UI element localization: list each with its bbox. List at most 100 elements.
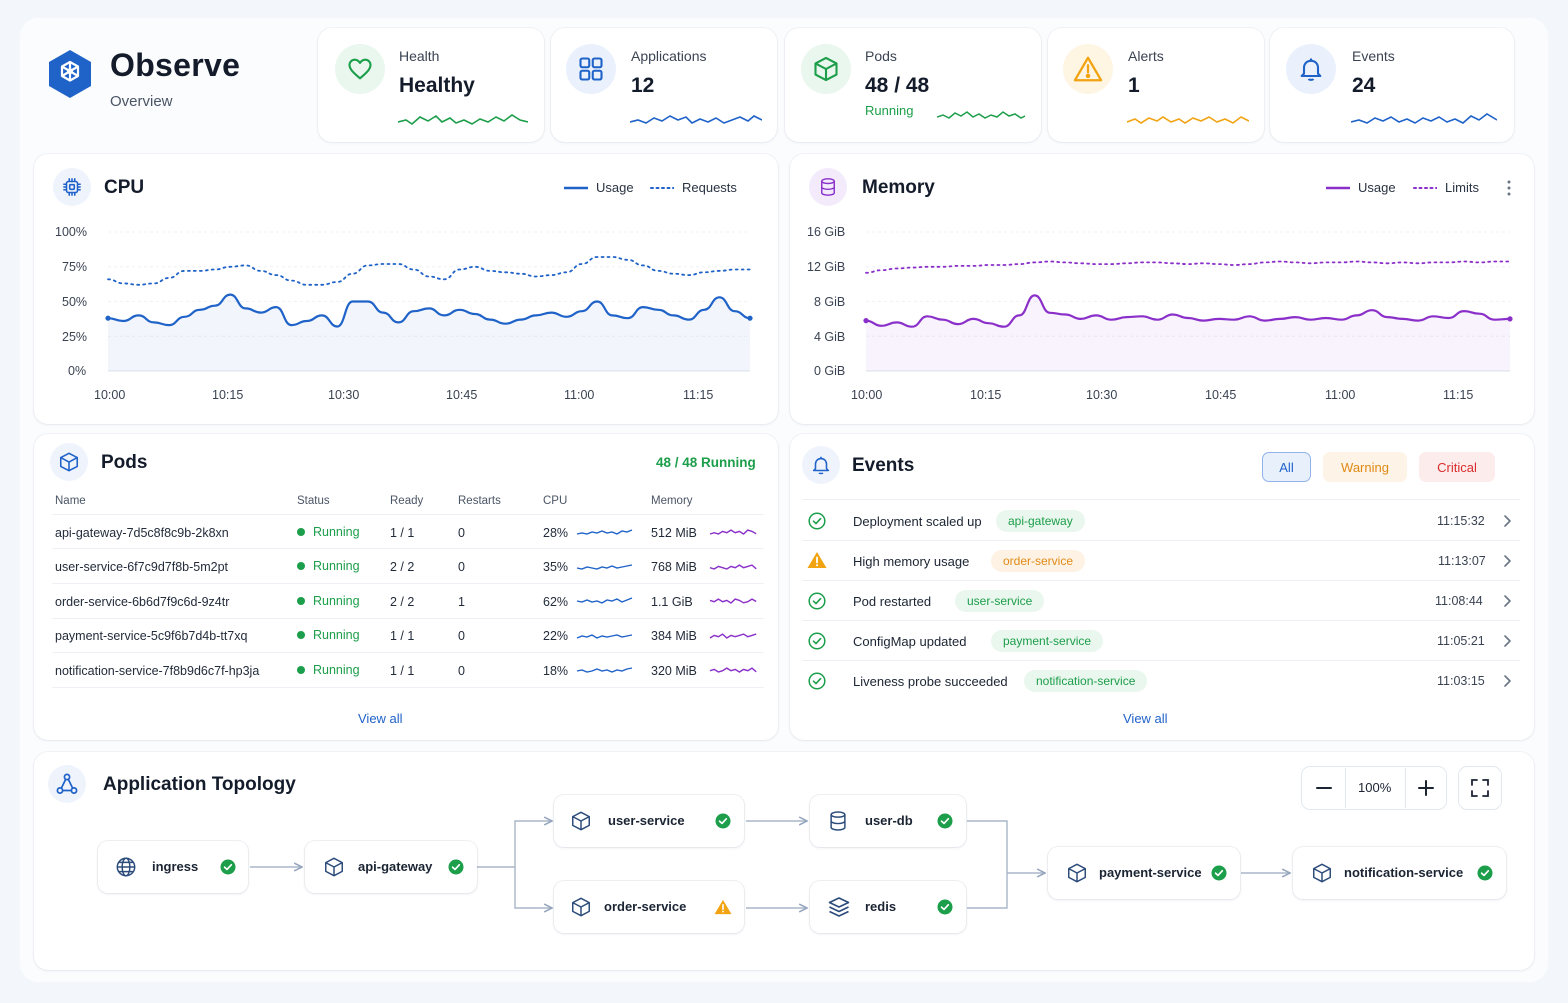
filter-all-button[interactable]: All bbox=[1262, 452, 1311, 482]
warning-icon bbox=[807, 552, 827, 568]
topology-node-user-db[interactable]: user-db bbox=[810, 795, 966, 847]
pod-status: Running bbox=[297, 525, 360, 539]
pod-name[interactable]: order-service-6b6d7f9c6d-9z4tr bbox=[55, 595, 230, 609]
alerts-sparkline bbox=[1127, 116, 1249, 124]
topology-title: Application Topology bbox=[103, 774, 296, 795]
applications-sparkline bbox=[630, 115, 762, 124]
topology-node-ingress[interactable]: ingress bbox=[98, 841, 248, 893]
check-circle-icon bbox=[808, 632, 826, 650]
memory-legend-limits[interactable]: Limits bbox=[1413, 180, 1479, 195]
pod-status: Running bbox=[297, 594, 360, 608]
event-tag[interactable]: order-service bbox=[991, 550, 1086, 572]
topology-node-order-service[interactable]: order-service bbox=[554, 881, 744, 933]
pod-name[interactable]: notification-service-7f8b9d6c7f-hp3ja bbox=[55, 664, 260, 678]
column-header-restarts[interactable]: Restarts bbox=[458, 495, 501, 507]
memory-panel bbox=[790, 154, 1534, 424]
cpu-x-tick: 10:00 bbox=[94, 388, 126, 402]
filter-warning-button[interactable]: Warning bbox=[1323, 452, 1407, 482]
cpu-legend-requests[interactable]: Requests bbox=[650, 180, 737, 195]
cube-icon bbox=[1068, 863, 1086, 883]
stat-value-pods: 48 / 48 bbox=[865, 74, 930, 97]
memory-legend-usage[interactable]: Usage bbox=[1326, 180, 1396, 195]
pod-memory: 512 MiB bbox=[651, 526, 697, 540]
events-panel bbox=[790, 434, 1534, 740]
cpu-line-chart[interactable] bbox=[0, 0, 780, 420]
stat-value-applications: 12 bbox=[631, 74, 655, 97]
pod-cpu: 62% bbox=[543, 595, 569, 609]
zoom-in-button[interactable] bbox=[1406, 768, 1446, 808]
database-icon bbox=[830, 811, 846, 831]
topology-node-notification-service[interactable]: notification-service bbox=[1293, 847, 1506, 899]
memory-line-chart[interactable] bbox=[780, 0, 1540, 420]
memory-y-tick: 16 GiB bbox=[807, 225, 846, 239]
events-view-all-link[interactable]: View all bbox=[1123, 711, 1168, 726]
pod-cpu-sparkline bbox=[576, 597, 633, 604]
events-sparkline bbox=[1351, 113, 1497, 124]
chevron-right-icon[interactable] bbox=[1502, 554, 1512, 568]
cpu-y-tick: 25% bbox=[62, 330, 88, 344]
pod-ready: 2 / 2 bbox=[390, 595, 415, 609]
node-label: redis bbox=[865, 899, 897, 914]
column-header-name[interactable]: Name bbox=[55, 495, 86, 507]
check-circle-icon bbox=[808, 592, 826, 610]
chevron-right-icon[interactable] bbox=[1502, 514, 1512, 528]
cpu-legend-usage[interactable]: Usage bbox=[564, 180, 634, 195]
pod-status-text: Running bbox=[313, 559, 360, 573]
cube-icon bbox=[572, 811, 590, 831]
table-divider bbox=[52, 687, 764, 688]
cube-icon bbox=[325, 857, 343, 877]
zoom-out-button[interactable] bbox=[1303, 768, 1345, 808]
pod-cpu: 22% bbox=[543, 629, 569, 643]
stat-value-events: 24 bbox=[1352, 74, 1376, 97]
chevron-right-icon[interactable] bbox=[1502, 674, 1512, 688]
topology-node-redis[interactable]: redis bbox=[810, 881, 966, 933]
pods-view-all-link[interactable]: View all bbox=[358, 711, 403, 726]
solid-line-icon bbox=[564, 186, 588, 189]
events-divider bbox=[802, 660, 1520, 661]
dotted-line-icon bbox=[650, 186, 674, 189]
chevron-right-icon[interactable] bbox=[1502, 634, 1512, 648]
memory-title: Memory bbox=[862, 177, 935, 198]
events-divider bbox=[802, 540, 1520, 541]
column-header-cpu[interactable]: CPU bbox=[543, 495, 568, 507]
pod-name[interactable]: api-gateway-7d5c8f8c9b-2k8xn bbox=[55, 526, 229, 540]
pod-cpu: 35% bbox=[543, 560, 569, 574]
cube-icon bbox=[801, 44, 851, 94]
cpu-y-tick: 75% bbox=[62, 260, 88, 274]
check-circle-icon bbox=[220, 859, 236, 875]
event-tag[interactable]: user-service bbox=[955, 590, 1045, 612]
check-circle-icon bbox=[808, 512, 826, 530]
topology-node-user-service[interactable]: user-service bbox=[554, 795, 744, 847]
filter-critical-button[interactable]: Critical bbox=[1419, 452, 1495, 482]
event-tag[interactable]: notification-service bbox=[1024, 670, 1148, 692]
event-time: 11:13:07 bbox=[1438, 554, 1486, 568]
check-circle-icon bbox=[1477, 865, 1493, 881]
more-vertical-icon[interactable] bbox=[1503, 179, 1515, 197]
column-header-status[interactable]: Status bbox=[297, 495, 330, 507]
fullscreen-button[interactable] bbox=[1459, 767, 1501, 809]
cpu-panel bbox=[34, 154, 778, 424]
cube-icon bbox=[572, 897, 590, 917]
pod-restarts: 0 bbox=[458, 629, 465, 643]
pod-name[interactable]: user-service-6f7c9d7f8b-5m2pt bbox=[55, 560, 228, 574]
pod-memory: 768 MiB bbox=[651, 560, 697, 574]
event-tag[interactable]: api-gateway bbox=[996, 510, 1085, 532]
event-time: 11:03:15 bbox=[1437, 674, 1485, 688]
event-tag[interactable]: payment-service bbox=[991, 630, 1104, 652]
pod-status-text: Running bbox=[313, 663, 360, 677]
pods-sparkline bbox=[937, 111, 1025, 119]
topology-node-payment-service[interactable]: payment-service bbox=[1048, 847, 1240, 899]
memory-x-tick: 10:00 bbox=[851, 388, 883, 402]
pod-restarts: 0 bbox=[458, 560, 465, 574]
stat-label-events: Events bbox=[1352, 48, 1395, 64]
chevron-right-icon[interactable] bbox=[1502, 594, 1512, 608]
pod-name[interactable]: payment-service-5c9f6b7d4b-tt7xq bbox=[55, 629, 248, 643]
column-header-ready[interactable]: Ready bbox=[390, 495, 424, 507]
column-header-memory[interactable]: Memory bbox=[651, 495, 693, 507]
cpu-x-tick: 11:15 bbox=[683, 388, 714, 402]
topology-node-api-gateway[interactable]: api-gateway bbox=[305, 841, 477, 893]
pod-cpu-sparkline bbox=[576, 634, 633, 639]
cpu-secondary-line bbox=[107, 256, 751, 286]
cpu-y-tick: 100% bbox=[55, 225, 87, 239]
